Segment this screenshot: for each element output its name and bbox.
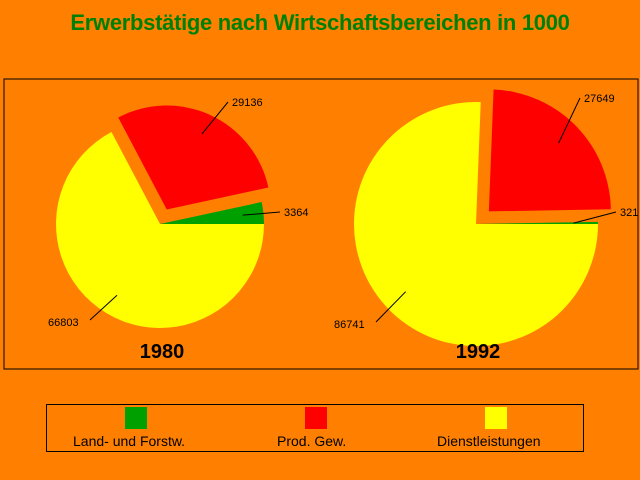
- pie-1992-leader-prod-gew: [558, 97, 581, 144]
- pie-1980-slice-land-forst: [160, 202, 264, 224]
- pie-1992-value-label-land-forst: 321: [620, 207, 638, 219]
- pie-year-label-1980: 1980: [140, 341, 185, 363]
- pie-1980-leader-dienst: [89, 294, 118, 321]
- plot-frame: [3, 78, 639, 370]
- legend-swatch-prod-gew: [305, 407, 327, 429]
- pie-1992-leader-dienst: [375, 291, 407, 323]
- legend-item-dienst: Dienstleistungen: [407, 405, 585, 453]
- pie-1992-value-label-prod-gew: 27649: [584, 93, 615, 105]
- pie-1980-value-label-dienst: 66803: [48, 317, 79, 329]
- pie-1980-slice-dienst: [56, 132, 264, 328]
- pies-group: 3364 29136 66803 1980 321 27649 86741 1992: [48, 89, 638, 363]
- pie-1980-leader-prod-gew: [201, 101, 229, 135]
- pie-1992-leader-land-forst: [573, 211, 617, 224]
- pie-1980-value-label-land-forst: 3364: [284, 207, 308, 219]
- pie-1980-slice-prod-gew: [118, 105, 269, 210]
- pie-year-label-1992: 1992: [456, 341, 501, 363]
- legend-label-prod-gew: Prod. Gew.: [277, 433, 347, 449]
- legend-label-dienst: Dienstleistungen: [437, 433, 541, 449]
- pie-1980-leader-land-forst: [242, 211, 281, 216]
- pie-1992-slice-land-forst: [476, 221, 598, 224]
- legend-label-land-forst: Land- und Forstw.: [73, 433, 186, 449]
- legend-swatch-dienst: [485, 407, 507, 429]
- pie-1980-value-label-prod-gew: 29136: [232, 97, 263, 109]
- legend-item-land-forst: Land- und Forstw.: [47, 405, 227, 453]
- legend-item-prod-gew: Prod. Gew.: [227, 405, 407, 453]
- pie-1992-slice-dienst: [353, 102, 598, 346]
- pie-1992-value-label-dienst: 86741: [334, 319, 365, 331]
- chart-title: Erwerbstätige nach Wirtschaftsbereichen …: [70, 10, 570, 35]
- legend: Land- und Forstw. Prod. Gew. Dienstleist…: [46, 404, 584, 452]
- pie-1992-slice-prod-gew: [488, 89, 611, 212]
- legend-swatch-land-forst: [125, 407, 147, 429]
